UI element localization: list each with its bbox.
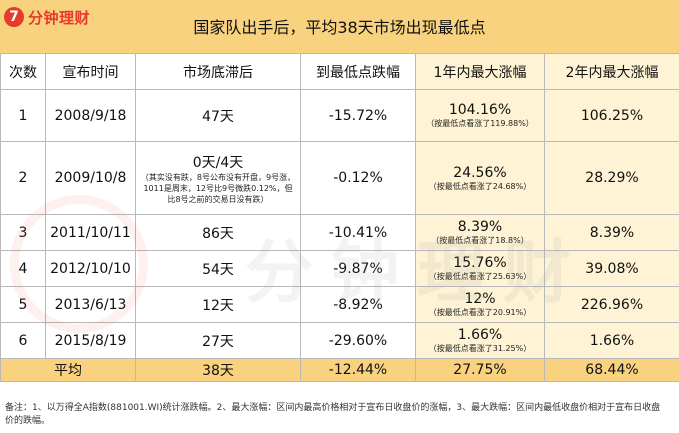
row-drop: -0.12% xyxy=(300,141,416,215)
header-count: 次数 xyxy=(0,53,46,90)
table-row: 2 2009/10/8 0天/4天 （其实没有跌，8号公布没有开盘，9号涨，10… xyxy=(0,141,679,215)
row-date: 2009/10/8 xyxy=(45,141,136,215)
seven-logo-icon: 7 xyxy=(4,7,24,27)
row-number: 1 xyxy=(0,89,46,142)
row-number: 6 xyxy=(0,322,46,359)
row-1y-gain-note: （按最低点看涨了31.25%） xyxy=(428,344,532,353)
row-lag-cell: 0天/4天 （其实没有跌，8号公布没有开盘，9号涨，1011是周末，12号比9号… xyxy=(135,141,301,215)
average-1y-gain: 27.75% xyxy=(415,358,545,382)
row-number: 4 xyxy=(0,250,46,287)
row-1y-gain: 12% xyxy=(464,291,496,307)
page-title: 国家队出手后，平均38天市场出现最低点 xyxy=(193,18,486,37)
brand-logo: 7 分钟理财 xyxy=(4,6,90,28)
header-drop: 到最低点跌幅 xyxy=(300,53,416,90)
row-drop: -15.72% xyxy=(300,89,416,142)
row-2y-gain: 106.25% xyxy=(544,89,679,142)
row-2y-gain: 1.66% xyxy=(544,322,679,359)
row-date: 2011/10/11 xyxy=(45,214,136,251)
average-2y-gain: 68.44% xyxy=(544,358,679,382)
row-2y-gain: 39.08% xyxy=(544,250,679,287)
row-number: 2 xyxy=(0,141,46,215)
row-1y-gain-cell: 15.76% （按最低点看涨了25.63%） xyxy=(415,250,545,287)
row-1y-gain-note: （按最低点看涨了25.63%） xyxy=(428,272,532,281)
statistics-table: 次数 宣布时间 市场底滞后 到最低点跌幅 1年内最大涨幅 2年内最大涨幅 1 2… xyxy=(0,53,679,382)
row-date: 2013/6/13 xyxy=(45,286,136,323)
average-lag: 38天 xyxy=(135,358,301,382)
row-1y-gain: 1.66% xyxy=(457,327,503,343)
header-date: 宣布时间 xyxy=(45,53,136,90)
row-lag-note: （其实没有跌，8号公布没有开盘，9号涨，1011是周末，12号比9号微跌0.12… xyxy=(140,172,296,204)
row-1y-gain-note: （按最低点看涨了119.88%） xyxy=(426,119,534,128)
row-date: 2012/10/10 xyxy=(45,250,136,287)
average-drop: -12.44% xyxy=(300,358,416,382)
row-lag: 0天/4天 xyxy=(192,154,244,171)
row-1y-gain-note: （按最低点看涨了20.91%） xyxy=(428,308,532,317)
table-row: 1 2008/9/18 47天 -15.72% 104.16% （按最低点看涨了… xyxy=(0,89,679,142)
brand-name: 分钟理财 xyxy=(28,8,91,27)
header-1y-gain: 1年内最大涨幅 xyxy=(415,53,545,90)
row-date: 2015/8/19 xyxy=(45,322,136,359)
row-drop: -10.41% xyxy=(300,214,416,251)
row-2y-gain: 28.29% xyxy=(544,141,679,215)
row-1y-gain-cell: 24.56% （按最低点看涨了24.68%） xyxy=(415,141,545,215)
row-1y-gain: 24.56% xyxy=(453,164,507,181)
header-2y-gain: 2年内最大涨幅 xyxy=(544,53,679,90)
row-number: 3 xyxy=(0,214,46,251)
average-row: 平均 38天 -12.44% 27.75% 68.44% xyxy=(0,358,679,382)
header-lag: 市场底滞后 xyxy=(135,53,301,90)
row-drop: -9.87% xyxy=(300,250,416,287)
row-lag: 12天 xyxy=(135,286,301,323)
row-lag: 54天 xyxy=(135,250,301,287)
row-1y-gain-cell: 104.16% （按最低点看涨了119.88%） xyxy=(415,89,545,142)
row-drop: -29.60% xyxy=(300,322,416,359)
row-2y-gain: 226.96% xyxy=(544,286,679,323)
row-lag: 47天 xyxy=(135,89,301,142)
footnote: 备注：1、以万得全A指数(881001.WI)统计涨跌幅。2、最大涨幅：区间内最… xyxy=(5,403,661,426)
table-header-row: 次数 宣布时间 市场底滞后 到最低点跌幅 1年内最大涨幅 2年内最大涨幅 xyxy=(0,53,679,90)
row-1y-gain-cell: 8.39% （按最低点看涨了18.8%） xyxy=(415,214,545,251)
row-1y-gain: 15.76% xyxy=(453,255,507,271)
row-1y-gain-cell: 1.66% （按最低点看涨了31.25%） xyxy=(415,322,545,359)
row-drop: -8.92% xyxy=(300,286,416,323)
table-row: 6 2015/8/19 27天 -29.60% 1.66% （按最低点看涨了31… xyxy=(0,322,679,359)
row-1y-gain: 104.16% xyxy=(448,102,512,118)
row-1y-gain-cell: 12% （按最低点看涨了20.91%） xyxy=(415,286,545,323)
row-1y-gain: 8.39% xyxy=(457,219,503,235)
row-lag: 27天 xyxy=(135,322,301,359)
row-number: 5 xyxy=(0,286,46,323)
row-date: 2008/9/18 xyxy=(45,89,136,142)
table-row: 5 2013/6/13 12天 -8.92% 12% （按最低点看涨了20.91… xyxy=(0,286,679,323)
row-1y-gain-note: （按最低点看涨了24.68%） xyxy=(428,181,532,191)
row-lag: 86天 xyxy=(135,214,301,251)
average-label: 平均 xyxy=(0,358,136,382)
title-banner: 7 分钟理财 国家队出手后，平均38天市场出现最低点 xyxy=(0,0,679,53)
row-1y-gain-note: （按最低点看涨了18.8%） xyxy=(431,236,529,245)
table-row: 3 2011/10/11 86天 -10.41% 8.39% （按最低点看涨了1… xyxy=(0,214,679,251)
row-2y-gain: 8.39% xyxy=(544,214,679,251)
table-row: 4 2012/10/10 54天 -9.87% 15.76% （按最低点看涨了2… xyxy=(0,250,679,287)
